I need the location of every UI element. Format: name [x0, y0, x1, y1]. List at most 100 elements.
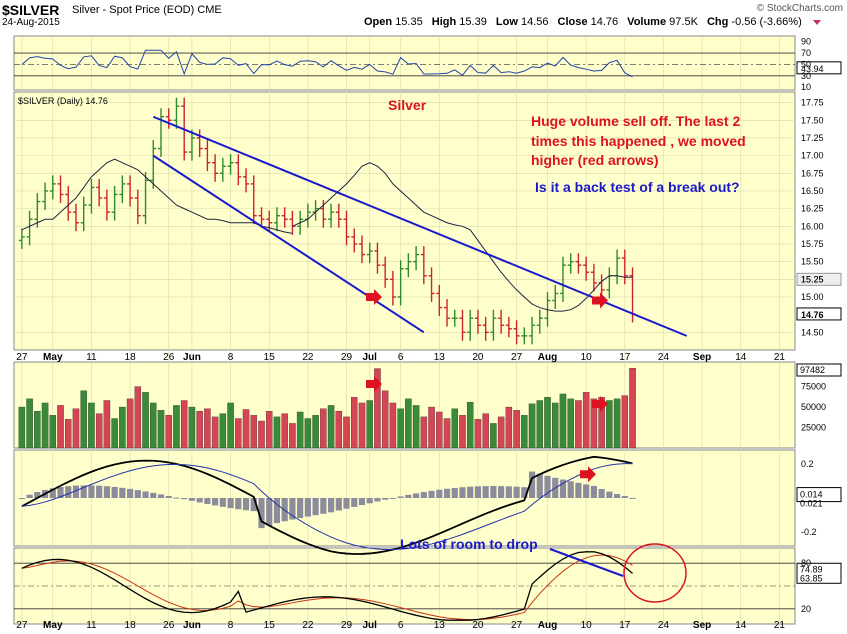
macd-histogram-bar	[536, 473, 543, 498]
macd-histogram-bar	[567, 481, 574, 498]
x-tick-label: 22	[302, 620, 314, 631]
y-tick-label: 16.50	[801, 186, 824, 196]
macd-histogram-bar	[358, 498, 366, 506]
y-tick-label: 15.00	[801, 292, 824, 302]
macd-signal-value-text: 0.021	[800, 499, 823, 509]
rsi-tick-label: 70	[801, 48, 811, 58]
macd-histogram-bar	[583, 484, 590, 498]
volume-bar	[582, 392, 590, 449]
macd-histogram-bar	[498, 486, 505, 498]
volume-bar	[196, 410, 203, 449]
macd-histogram-bar	[103, 486, 110, 498]
volume-bar	[412, 405, 420, 449]
volume-bar	[80, 390, 87, 449]
macd-histogram-bar	[258, 498, 265, 529]
macd-value-text: 0.014	[800, 490, 823, 500]
close-value: 14.76	[590, 16, 619, 28]
volume-bar	[381, 390, 389, 449]
macd-histogram-bar	[72, 485, 80, 498]
macd-histogram-bar	[521, 487, 528, 498]
red-arrow-icon	[592, 292, 608, 309]
volume-bar	[119, 406, 126, 449]
rsi-panel: 43.94	[14, 49, 842, 78]
y-tick-label: 15.25	[801, 274, 824, 284]
macd-histogram-bar	[297, 498, 304, 519]
macd-histogram-bar	[165, 496, 172, 498]
macd-histogram-bar	[65, 486, 72, 498]
volume-bar	[250, 415, 258, 449]
volume-bar	[521, 415, 528, 449]
silver-label: Silver	[388, 97, 427, 113]
macd-histogram-bar	[420, 492, 427, 498]
x-tick-label: 17	[619, 620, 631, 631]
x-tick-label: 21	[774, 620, 786, 631]
stoch-value-tag	[796, 562, 842, 584]
y-tick-label: 17.75	[801, 98, 824, 108]
macd-histogram-bar	[327, 498, 335, 513]
open-label: Open	[364, 16, 393, 28]
macd-histogram-bar	[157, 494, 165, 498]
volume-bar	[95, 413, 103, 449]
volume-label: Volume	[627, 16, 667, 28]
macd-histogram-bar	[559, 479, 567, 498]
x-tick-label: 27	[511, 620, 523, 631]
x-tick-label: 18	[125, 620, 137, 631]
volume-bar	[320, 408, 327, 449]
volume-bar	[613, 398, 621, 449]
secondary-price-tag	[796, 272, 842, 286]
x-tick-label: 27	[511, 352, 523, 363]
macd-histogram-bar	[467, 486, 474, 498]
macd-histogram-bar	[366, 498, 373, 504]
y-tick-label: 15.75	[801, 239, 824, 249]
volume-bar	[397, 408, 404, 449]
red-arrow-icon	[366, 288, 382, 305]
pointer-line	[549, 548, 624, 577]
rsi-line	[21, 49, 633, 78]
x-tick-label: 8	[228, 620, 234, 631]
macd-histogram-bar	[544, 475, 551, 498]
macd-histogram-bar	[134, 490, 141, 498]
volume-bar	[235, 418, 242, 449]
x-tick-label: Aug	[538, 352, 557, 363]
x-tick-label: 20	[472, 352, 484, 363]
volume-bar	[150, 402, 157, 449]
macd-histogram-bar	[413, 493, 420, 498]
macd-histogram-bar	[443, 488, 451, 498]
x-tick-label: 8	[228, 352, 234, 363]
stoch-tick-label: 80	[801, 558, 811, 568]
volume-bar	[242, 409, 250, 449]
macd-histogram-bar	[150, 492, 157, 498]
last-price-tag	[796, 307, 842, 321]
close-label: Close	[557, 16, 588, 28]
stock-chart: 43.94 $SILVER (Daily) 14.76 15.25 14.76 97…	[13, 35, 842, 631]
x-tick-label: 6	[398, 620, 404, 631]
volume-bar	[405, 398, 412, 449]
macd-histogram-bar	[389, 498, 396, 499]
stoch-k-line	[21, 551, 633, 621]
volume-bar	[188, 406, 196, 449]
volume-bar	[358, 402, 366, 449]
volume-bar	[289, 423, 296, 449]
x-tick-label: 14	[735, 620, 747, 631]
x-tick-label: 22	[302, 352, 314, 363]
volume-bar	[590, 398, 598, 449]
chart-symbol: $SILVER	[2, 2, 60, 18]
low-label: Low	[495, 16, 518, 28]
macd-histogram-bar	[250, 498, 257, 512]
stoch-tick-label: 20	[801, 604, 811, 614]
question-text: Is it a back test of a break out?	[535, 179, 740, 195]
volume-bar	[227, 402, 234, 449]
volume-bar	[505, 406, 513, 449]
macd-histogram-bar	[405, 494, 412, 498]
rsi-tick-label: 10	[801, 82, 811, 92]
volume-bar	[567, 398, 574, 449]
open-value: 15.35	[395, 16, 423, 28]
volume-bar	[57, 405, 64, 449]
red-arrow-icon	[580, 466, 596, 483]
chevron-down-icon[interactable]	[812, 19, 821, 25]
volume-tick-label: 25000	[801, 423, 826, 433]
rsi-value-text: 43.94	[801, 64, 824, 74]
moving-average-line	[292, 162, 633, 312]
volume-bar	[343, 416, 350, 449]
